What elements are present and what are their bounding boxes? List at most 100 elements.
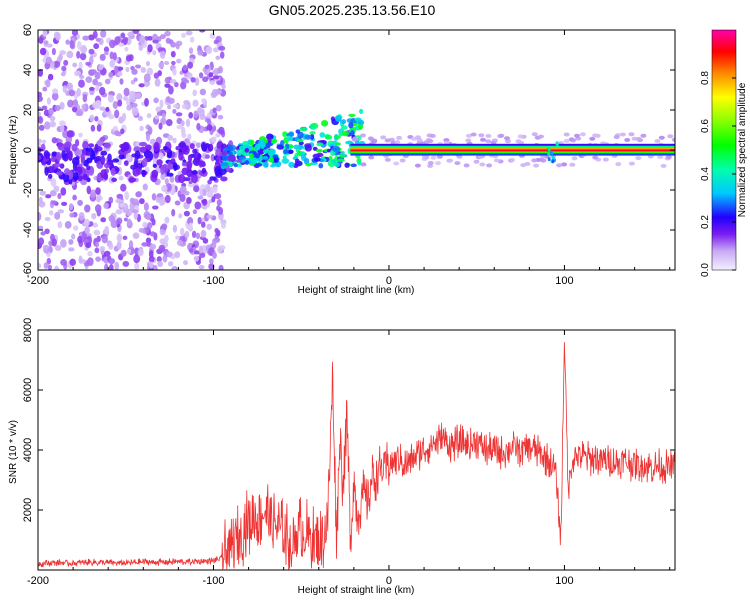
heatmap-cell bbox=[520, 163, 527, 168]
heatmap-cell bbox=[436, 154, 443, 159]
heatmap-cell bbox=[56, 171, 63, 176]
heatmap-cell bbox=[326, 148, 332, 153]
heatmap-cell bbox=[38, 212, 42, 221]
heatmap-cell bbox=[131, 106, 139, 116]
heatmap-cell bbox=[164, 83, 171, 88]
steady-line-band bbox=[350, 147, 675, 150]
colorbar-tick-label: 0.2 bbox=[700, 215, 711, 229]
heatmap-cell bbox=[164, 234, 169, 243]
heatmap-cell bbox=[213, 67, 219, 76]
heatmap-cell bbox=[178, 151, 184, 161]
heatmap-cell bbox=[38, 116, 44, 124]
heatmap-cell bbox=[78, 79, 85, 88]
heatmap-cell bbox=[39, 47, 47, 56]
heatmap-cell bbox=[50, 178, 57, 187]
heatmap-cell bbox=[125, 55, 132, 62]
heatmap-cell bbox=[38, 196, 43, 204]
heatmap-cell bbox=[72, 62, 78, 68]
heatmap-cell bbox=[264, 161, 269, 168]
heatmap-cell bbox=[350, 163, 357, 168]
heatmap-cell bbox=[123, 217, 128, 222]
heatmap-cell bbox=[83, 218, 90, 227]
heatmap-cell bbox=[63, 59, 69, 66]
heatmap-cell bbox=[171, 208, 176, 217]
heatmap-cell bbox=[152, 163, 158, 168]
heatmap-cell bbox=[170, 41, 177, 48]
heatmap-cell bbox=[316, 142, 324, 147]
heatmap-cell bbox=[121, 141, 130, 152]
heatmap-cell bbox=[110, 167, 116, 176]
heatmap-cell bbox=[100, 169, 108, 179]
heatmap-cell bbox=[104, 263, 109, 270]
heatmap-cell bbox=[49, 115, 56, 122]
heatmap-cell bbox=[207, 179, 212, 185]
heatmap-cell bbox=[47, 264, 53, 270]
heatmap-cell bbox=[96, 99, 102, 108]
heatmap-cell bbox=[287, 144, 294, 148]
heatmap-cell bbox=[183, 260, 188, 266]
heatmap-cell bbox=[38, 142, 42, 148]
heatmap-cell bbox=[202, 238, 209, 244]
heatmap-cell bbox=[380, 135, 387, 140]
heatmap-cell bbox=[59, 163, 65, 169]
heatmap-cell bbox=[57, 192, 62, 200]
heatmap-cell bbox=[316, 152, 324, 158]
heatmap-cell bbox=[161, 223, 168, 230]
heatmap-cell bbox=[206, 223, 212, 230]
heatmap-cell bbox=[161, 184, 168, 193]
heatmap-cell bbox=[60, 239, 67, 248]
heatmap-cell bbox=[168, 85, 174, 95]
heatmap-cell bbox=[198, 72, 204, 79]
heatmap-cell bbox=[122, 235, 128, 240]
heatmap-cell bbox=[159, 34, 166, 40]
heatmap-cell bbox=[414, 163, 421, 168]
heatmap-cell bbox=[563, 132, 570, 137]
x-tick-label: 0 bbox=[386, 575, 392, 587]
heatmap-cell bbox=[105, 106, 110, 112]
heatmap-cell bbox=[198, 160, 206, 167]
heatmap-cell bbox=[57, 221, 63, 229]
heatmap-cell bbox=[309, 131, 316, 135]
heatmap-cell bbox=[325, 134, 333, 140]
heatmap-cell bbox=[108, 114, 115, 120]
heatmap-cell bbox=[640, 133, 647, 138]
heatmap-cell bbox=[199, 88, 207, 96]
heatmap-cell bbox=[204, 64, 210, 70]
heatmap-cell bbox=[185, 118, 191, 128]
heatmap-cell bbox=[219, 51, 225, 59]
heatmap-cell bbox=[38, 138, 43, 144]
heatmap-cell bbox=[138, 35, 146, 45]
heatmap-cell bbox=[112, 101, 119, 109]
heatmap-cell bbox=[211, 240, 217, 249]
heatmap-cell bbox=[319, 132, 326, 138]
heatmap-cell bbox=[159, 99, 164, 108]
heatmap-cell bbox=[42, 244, 50, 249]
heatmap-cell bbox=[79, 52, 87, 61]
heatmap-cell bbox=[151, 169, 159, 179]
heatmap-cell bbox=[194, 201, 202, 210]
heatmap-cell bbox=[555, 142, 559, 147]
heatmap-cell bbox=[82, 140, 89, 150]
heatmap-cell bbox=[61, 65, 67, 72]
heatmap-cell bbox=[45, 56, 52, 65]
heatmap-cell bbox=[175, 112, 183, 117]
heatmap-cell bbox=[133, 254, 141, 264]
heatmap-cell bbox=[212, 176, 217, 181]
heatmap-cell bbox=[62, 85, 68, 93]
heatmap-cell bbox=[156, 256, 162, 263]
heatmap-cell bbox=[256, 143, 261, 149]
heatmap-cell bbox=[619, 132, 626, 137]
heatmap-cell bbox=[221, 155, 230, 161]
heatmap-cell bbox=[473, 159, 480, 164]
heatmap-cell bbox=[149, 243, 157, 250]
heatmap-cell bbox=[81, 104, 87, 110]
heatmap-cell bbox=[38, 36, 44, 44]
heatmap-cell bbox=[47, 173, 53, 179]
heatmap-cell bbox=[589, 136, 596, 141]
heatmap-cell bbox=[38, 95, 43, 103]
heatmap-cell bbox=[159, 49, 166, 59]
heatmap-cell bbox=[205, 46, 213, 55]
heatmap-cell bbox=[188, 222, 193, 231]
heatmap-cell bbox=[226, 144, 234, 152]
heatmap-cell bbox=[48, 107, 54, 116]
